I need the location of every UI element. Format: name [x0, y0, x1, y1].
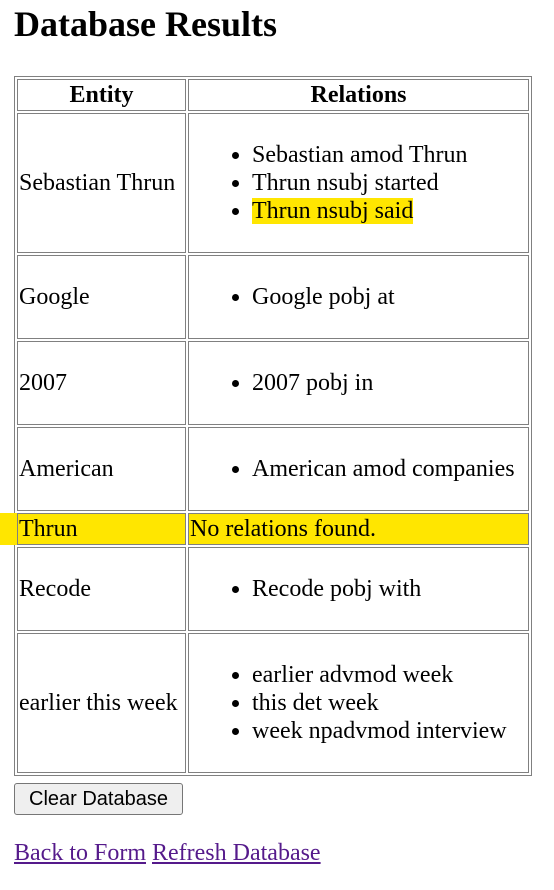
relations-cell: Sebastian amod Thrun Thrun nsubj started…	[188, 113, 529, 253]
relation-item: Sebastian amod Thrun	[252, 141, 527, 169]
relation-item: 2007 pobj in	[252, 369, 527, 397]
relations-cell: American amod companies	[188, 427, 529, 511]
entity-column-header: Entity	[17, 79, 186, 111]
page-title: Database Results	[14, 4, 278, 44]
relation-item: Thrun nsubj started	[252, 169, 527, 197]
relations-list: American amod companies	[190, 455, 527, 483]
table-row: Sebastian Thrun Sebastian amod Thrun Thr…	[17, 113, 529, 253]
table-header-row: Entity Relations	[17, 79, 529, 111]
entity-cell: Google	[17, 255, 186, 339]
entity-cell: Recode	[17, 547, 186, 631]
relation-item: this det week	[252, 689, 527, 717]
relations-list: Recode pobj with	[190, 575, 527, 603]
relation-item-highlighted: Thrun nsubj said	[252, 197, 527, 225]
table-row-highlighted: Thrun No relations found.	[17, 513, 529, 545]
relations-cell: earlier advmod week this det week week n…	[188, 633, 529, 773]
relations-list: Google pobj at	[190, 283, 527, 311]
entity-cell: Thrun	[17, 513, 186, 545]
relation-item: earlier advmod week	[252, 661, 527, 689]
no-relations-cell: No relations found.	[188, 513, 529, 545]
relations-cell: Recode pobj with	[188, 547, 529, 631]
relation-item: Recode pobj with	[252, 575, 527, 603]
relation-highlight-text: Thrun nsubj said	[252, 198, 414, 224]
refresh-database-link[interactable]: Refresh Database	[152, 840, 321, 866]
table-row: Google Google pobj at	[17, 255, 529, 339]
back-to-form-link[interactable]: Back to Form	[14, 840, 146, 866]
relations-list: Sebastian amod Thrun Thrun nsubj started…	[190, 141, 527, 225]
table-row: American American amod companies	[17, 427, 529, 511]
footer-links: Back to Form Refresh Database	[14, 838, 321, 868]
entity-cell: 2007	[17, 341, 186, 425]
table-row: Recode Recode pobj with	[17, 547, 529, 631]
relation-item: American amod companies	[252, 455, 527, 483]
relation-item: week npadvmod interview	[252, 717, 527, 745]
results-table: Entity Relations Sebastian Thrun Sebasti…	[14, 76, 532, 776]
relations-column-header: Relations	[188, 79, 529, 111]
entity-cell: American	[17, 427, 186, 511]
clear-database-button[interactable]: Clear Database	[14, 783, 183, 815]
table-row: earlier this week earlier advmod week th…	[17, 633, 529, 773]
relations-cell: 2007 pobj in	[188, 341, 529, 425]
entity-cell: earlier this week	[17, 633, 186, 773]
relations-cell: Google pobj at	[188, 255, 529, 339]
relations-list: 2007 pobj in	[190, 369, 527, 397]
relations-list: earlier advmod week this det week week n…	[190, 661, 527, 745]
relation-item: Google pobj at	[252, 283, 527, 311]
table-row: 2007 2007 pobj in	[17, 341, 529, 425]
entity-cell: Sebastian Thrun	[17, 113, 186, 253]
